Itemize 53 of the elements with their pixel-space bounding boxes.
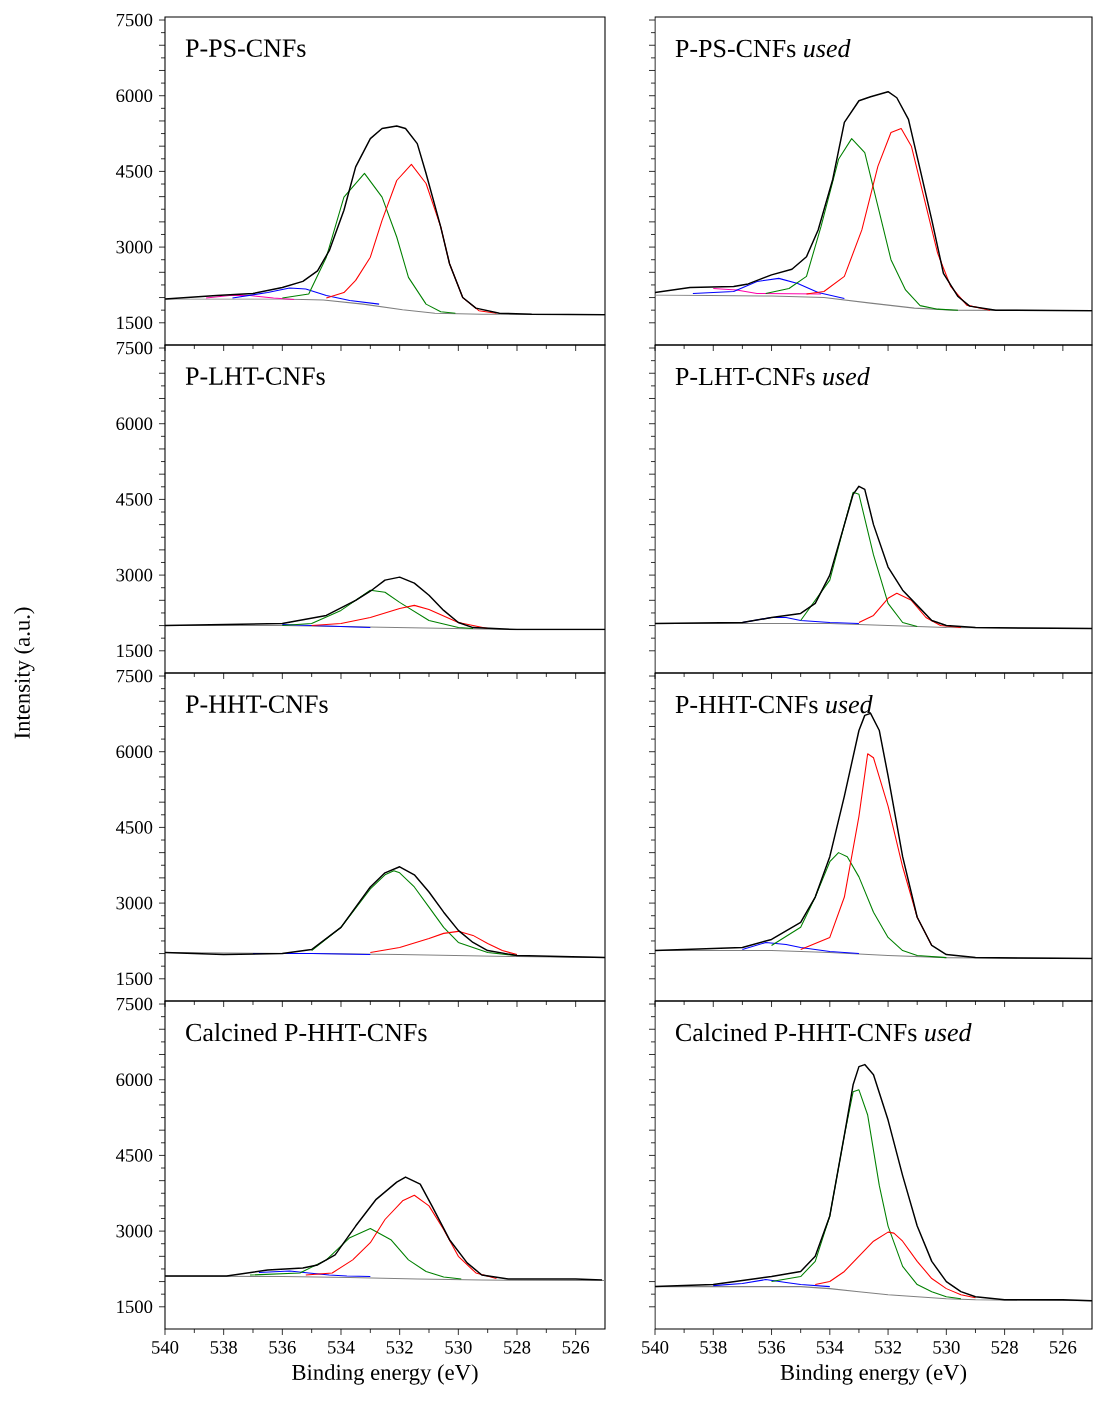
- y-tick-label: 1500: [117, 644, 153, 658]
- y-tick-label: 7500: [116, 997, 153, 1011]
- y-tick-label: 3000: [116, 568, 153, 582]
- y-tick-label: 7500: [116, 341, 153, 355]
- x-tick-label: 532: [875, 1341, 902, 1354]
- y-tick-label: 4500: [115, 165, 153, 178]
- text: P-LHT-CNFs used: [675, 367, 870, 386]
- y-tick-label: 4500: [115, 493, 153, 506]
- y-tick-label: 3000: [116, 1224, 153, 1238]
- x-tick-label: 530: [445, 1341, 472, 1354]
- y-axis-title: Intensity (a.u.): [13, 607, 35, 739]
- x-tick-label: 540: [152, 1341, 179, 1354]
- text: P-HHT-CNFs used: [675, 695, 873, 714]
- x-tick-label: 528: [991, 1341, 1018, 1354]
- x-tick-label: 534: [328, 1341, 355, 1354]
- line-series: [231, 287, 380, 305]
- y-tick-label: 4500: [115, 1149, 153, 1162]
- text: P-LHT-CNFs: [185, 367, 325, 385]
- x-tick-label: 538: [700, 1341, 727, 1354]
- x-tick-label: 532: [386, 1341, 413, 1354]
- y-tick-label: 7500: [116, 669, 153, 683]
- x-tick-label: 526: [562, 1341, 590, 1354]
- x-tick-label: 536: [758, 1341, 785, 1354]
- y-tick-label: 1500: [117, 972, 153, 986]
- y-tick-label: 6000: [116, 417, 153, 431]
- x-tick-label: 530: [933, 1341, 960, 1354]
- line-series: [281, 589, 474, 630]
- x-tick-label: 538: [210, 1341, 237, 1354]
- text: Calcined P-HHT-CNFs: [186, 1023, 427, 1042]
- x-tick-label: 534: [816, 1341, 844, 1354]
- y-tick-label: 1500: [117, 316, 153, 330]
- x-tick-label: 536: [269, 1341, 296, 1354]
- x-axis-title: Binding energy (eV): [292, 1364, 478, 1385]
- y-tick-label: 3000: [116, 896, 153, 910]
- line-series: [281, 172, 456, 314]
- y-tick-label: 6000: [116, 1073, 153, 1087]
- text: Calcined P-HHT-CNFs used: [676, 1023, 972, 1042]
- x-tick-label: 526: [1049, 1341, 1077, 1354]
- text: P-PS-CNFs: [185, 39, 306, 57]
- y-tick-label: 1500: [117, 1300, 153, 1314]
- y-tick-label: 7500: [116, 13, 153, 27]
- y-tick-label: 6000: [116, 89, 153, 103]
- text: P-PS-CNFs used: [675, 39, 851, 58]
- line-series: [249, 1228, 462, 1280]
- line-series: [305, 1194, 497, 1280]
- x-axis-title: Binding energy (eV): [780, 1364, 967, 1385]
- text: P-HHT-CNFs: [185, 695, 328, 713]
- y-tick-label: 6000: [116, 745, 153, 759]
- y-tick-label: 3000: [116, 240, 153, 254]
- line-series: [369, 930, 518, 956]
- x-tick-label: 528: [504, 1341, 531, 1354]
- x-tick-label: 540: [642, 1341, 669, 1354]
- y-tick-label: 4500: [115, 821, 153, 834]
